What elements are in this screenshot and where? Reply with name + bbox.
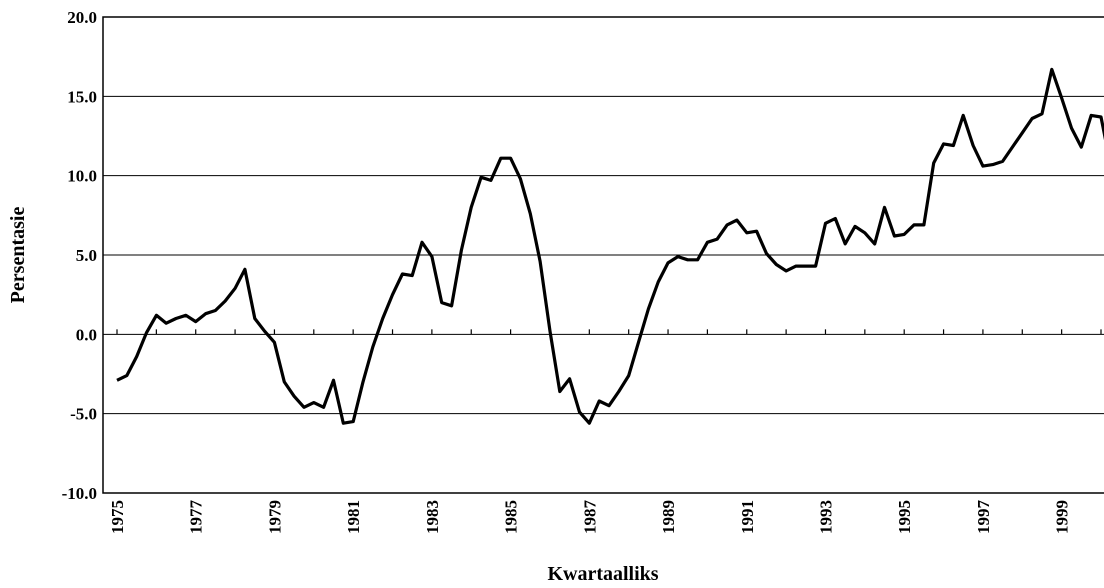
x-tick-label: 1977 — [187, 500, 206, 535]
x-tick-label: 1987 — [580, 500, 599, 535]
y-tick-label: 15.0 — [67, 87, 97, 106]
x-tick-label: 1985 — [502, 500, 521, 534]
data-line — [116, 67, 1104, 425]
y-tick-label: 0.0 — [76, 325, 97, 344]
x-tick-label: 1999 — [1053, 500, 1072, 534]
x-tick-label: 1983 — [423, 500, 442, 534]
y-tick-label: 10.0 — [67, 167, 97, 186]
y-tick-label: 5.0 — [76, 246, 97, 265]
x-tick-label: 1995 — [895, 500, 914, 534]
y-tick-label: -5.0 — [70, 405, 97, 424]
x-tick-label: 1991 — [738, 500, 757, 534]
x-tick-label: 1979 — [265, 500, 284, 534]
x-tick-label: 1981 — [344, 500, 363, 534]
x-tick-label: 1989 — [659, 500, 678, 534]
x-tick-label: 1975 — [108, 500, 127, 534]
y-tick-label: -10.0 — [62, 484, 97, 503]
y-axis-label: Persentasie — [7, 207, 29, 304]
x-axis-label: Kwartaalliks — [547, 563, 658, 585]
x-tick-label: 1993 — [816, 500, 835, 534]
plot-frame — [102, 16, 1104, 494]
y-tick-label: 20.0 — [67, 8, 97, 27]
x-tick-label: 1997 — [974, 500, 993, 535]
plot — [116, 67, 1104, 425]
